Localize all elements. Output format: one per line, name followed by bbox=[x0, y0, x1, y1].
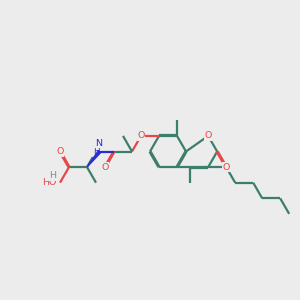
Text: O: O bbox=[223, 163, 230, 172]
Text: N: N bbox=[95, 139, 102, 148]
Text: O: O bbox=[56, 147, 64, 156]
Text: H: H bbox=[93, 147, 99, 156]
Text: O: O bbox=[205, 131, 212, 140]
Text: O: O bbox=[137, 131, 145, 140]
Text: HO: HO bbox=[42, 178, 56, 187]
Text: H: H bbox=[49, 171, 56, 180]
Text: O: O bbox=[101, 163, 109, 172]
Polygon shape bbox=[87, 151, 101, 167]
